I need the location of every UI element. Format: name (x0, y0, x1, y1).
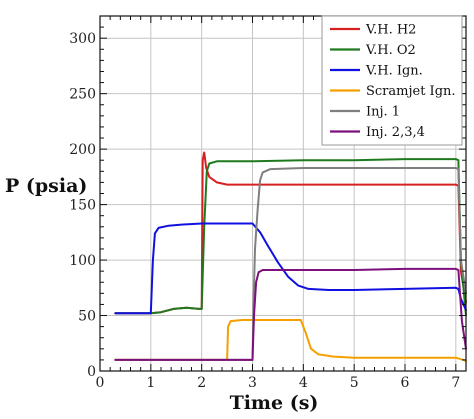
x-tick-label: 7 (451, 375, 460, 391)
y-tick-label: 0 (87, 364, 96, 380)
series-layer (114, 151, 467, 362)
legend-label-v-h-ign: V.H. Ign. (365, 64, 423, 79)
legend-label-v-h-h2: V.H. H2 (365, 23, 416, 38)
series-line-inj-2-3-4 (114, 267, 467, 361)
legend: V.H. H2 V.H. O2 V.H. Ign. Scramjet Ign. Inj.… (321, 15, 463, 146)
y-axis-label: P (psia) (5, 175, 87, 197)
legend-label-v-h-o2: V.H. O2 (365, 43, 416, 58)
x-tick-label: 3 (248, 375, 257, 391)
y-tick-label: 100 (69, 253, 96, 269)
y-tick-label: 50 (78, 309, 96, 325)
y-tick-label: 150 (69, 198, 96, 214)
x-tick-label: 6 (401, 375, 410, 391)
y-tick-label: 300 (69, 31, 96, 47)
x-tick-label: 0 (96, 375, 105, 391)
x-axis-label: Time (s) (230, 392, 319, 414)
series-line-v-h-o2 (114, 158, 467, 317)
legend-label-scramjet-ign: Scramjet Ign. (366, 84, 456, 99)
x-tick-label: 2 (197, 375, 206, 391)
x-tick-label: 5 (350, 375, 359, 391)
x-tick-labels: 0 1 2 3 4 5 6 7 (96, 375, 461, 391)
y-tick-label: 200 (69, 142, 96, 158)
series-line-v-h-ign (114, 222, 467, 315)
legend-label-inj-1: Inj. 1 (366, 105, 400, 120)
y-tick-label: 250 (69, 87, 96, 103)
x-tick-label: 1 (146, 375, 155, 391)
x-tick-label: 4 (299, 375, 308, 391)
y-tick-labels: 0 50 100 150 200 250 300 (69, 31, 96, 380)
legend-box (321, 15, 463, 146)
legend-label-inj-2-3-4: Inj. 2,3,4 (366, 125, 425, 140)
